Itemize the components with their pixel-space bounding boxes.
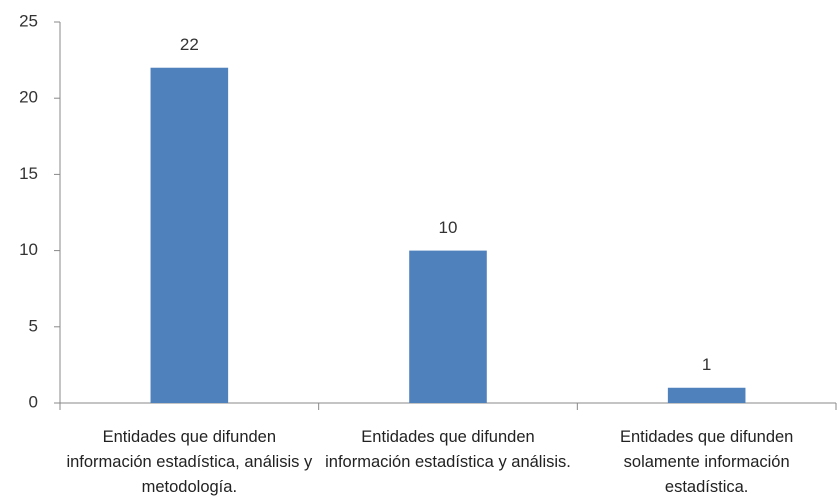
data-label: 22 (180, 35, 199, 54)
bar (667, 387, 746, 403)
y-tick-label: 10 (19, 240, 38, 259)
data-label: 1 (702, 355, 711, 374)
x-tick-label: Entidades que difunden información estad… (66, 428, 313, 496)
x-tick-label: Entidades que difunden solamente informa… (619, 428, 794, 496)
y-tick-label: 20 (19, 88, 38, 107)
y-tick-label: 15 (19, 164, 38, 183)
y-tick-label: 0 (29, 392, 38, 411)
y-tick-label: 5 (29, 316, 38, 335)
bar (150, 67, 229, 403)
bar (409, 250, 487, 403)
x-tick-label: Entidades que difunden información estad… (325, 428, 571, 471)
y-tick-label: 25 (19, 11, 38, 30)
data-label: 10 (439, 218, 458, 237)
